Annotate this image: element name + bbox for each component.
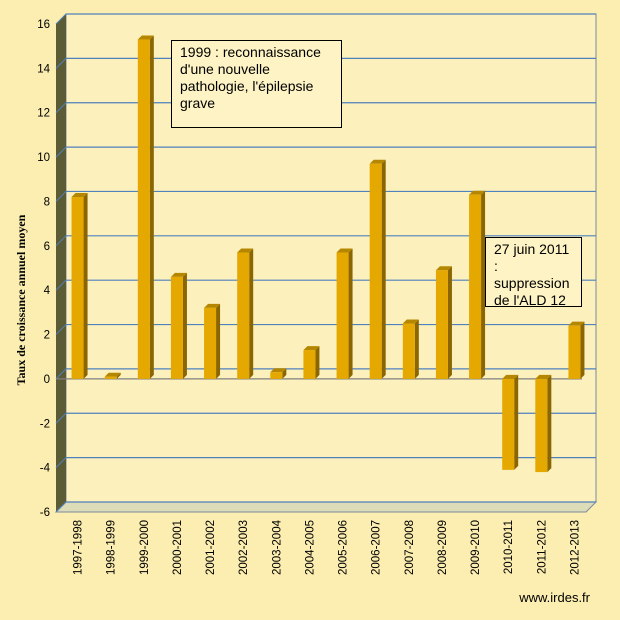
y-tick-label: 10 [37, 152, 50, 164]
x-tick-label: 1998-1999 [106, 520, 118, 575]
x-tick-label: 2006-2007 [371, 520, 383, 575]
x-tick-label: 2000-2001 [172, 520, 184, 575]
bar-top [502, 374, 519, 379]
bar [104, 376, 117, 379]
gridline-side [55, 102, 67, 114]
bar-top [402, 319, 419, 324]
bar-top [303, 346, 320, 351]
bar-top [137, 35, 154, 40]
bar-side [249, 248, 254, 379]
bar-top [270, 368, 287, 373]
bar [535, 378, 548, 473]
bar [237, 252, 250, 379]
annotation-1999: 1999 : reconnaissance d'une nouvelle pat… [171, 40, 342, 128]
bar-side [481, 190, 486, 379]
bar-top [170, 272, 187, 277]
gridline-side [55, 457, 67, 468]
bar-side [348, 248, 353, 379]
bar-top [568, 321, 585, 326]
y-tick-label: 6 [44, 241, 50, 253]
gridline-side [55, 58, 67, 69]
bar-side [83, 193, 88, 379]
y-tick-label: 2 [44, 330, 50, 342]
bar-side [547, 374, 552, 473]
bar-top [336, 248, 353, 253]
y-tick-label: 12 [37, 108, 50, 120]
bar [568, 325, 581, 379]
gridline-side [55, 501, 67, 513]
gridline-side [55, 191, 67, 202]
bar [204, 307, 217, 379]
y-tick-label: 0 [44, 374, 50, 386]
bar [469, 194, 482, 379]
bar-side [381, 159, 386, 379]
bar-top [104, 372, 121, 377]
bar-top [535, 374, 552, 379]
bar-side [580, 321, 585, 379]
gridline-side [55, 13, 67, 25]
bar-side [116, 372, 121, 379]
bar-top [237, 248, 254, 253]
gridline-side [55, 368, 67, 380]
bar-top [469, 190, 486, 195]
bar-top [204, 303, 221, 308]
y-tick-label: 8 [44, 196, 50, 208]
bar [435, 270, 448, 379]
bar-side [315, 346, 320, 379]
bar-side [447, 266, 452, 379]
bar [336, 252, 349, 379]
bar [137, 39, 150, 379]
gridline-side [55, 324, 67, 335]
y-axis-label: Taux de croissance annuel moyen [14, 214, 28, 386]
x-tick-label: 2008-2009 [437, 520, 449, 575]
x-tick-label: 2007-2008 [404, 520, 416, 575]
x-tick-label: 1999-2000 [139, 520, 151, 575]
gridline-side [55, 279, 67, 291]
bar-top [369, 159, 386, 164]
bar-top [71, 193, 88, 198]
bar-side [414, 319, 419, 379]
bar [270, 372, 283, 379]
y-tick-label: -4 [40, 463, 51, 475]
x-tick-label: 2002-2003 [238, 520, 250, 575]
x-tick-label: 2012-2013 [569, 520, 581, 575]
source-credit: www.irdes.fr [519, 590, 590, 605]
x-tick-label: 2010-2011 [503, 520, 515, 574]
bar [71, 197, 84, 379]
bar-side [182, 272, 187, 379]
bar-top [435, 266, 452, 271]
bar [402, 323, 415, 379]
x-tick-label: 1997-1998 [73, 520, 85, 575]
y-tick-label: -6 [40, 507, 50, 519]
plot-floor [54, 501, 598, 513]
bar [170, 276, 183, 379]
y-tick-label: 4 [44, 285, 51, 297]
annotation-2011: 27 juin 2011 : suppression de l'ALD 12 [485, 237, 582, 308]
bar-side [514, 374, 519, 470]
gridline-side [55, 412, 67, 424]
y-tick-label: 14 [37, 63, 50, 75]
x-tick-label: 2011-2012 [536, 520, 548, 574]
plot-side-wall [56, 14, 66, 512]
bar-side [216, 303, 221, 379]
gridline-side [55, 146, 67, 158]
x-tick-label: 2005-2006 [338, 520, 350, 575]
x-tick-label: 2004-2005 [304, 520, 316, 575]
bar [369, 163, 382, 379]
x-tick-label: 2003-2004 [271, 519, 283, 575]
x-tick-label: 2001-2002 [205, 520, 217, 575]
y-tick-label: -2 [40, 418, 50, 430]
y-tick-label: 16 [37, 19, 50, 31]
bar [502, 378, 515, 470]
bar-side [149, 35, 154, 379]
x-tick-label: 2009-2010 [470, 520, 482, 575]
gridline-side [55, 235, 67, 247]
bar [303, 350, 316, 379]
bar-side [282, 368, 287, 379]
